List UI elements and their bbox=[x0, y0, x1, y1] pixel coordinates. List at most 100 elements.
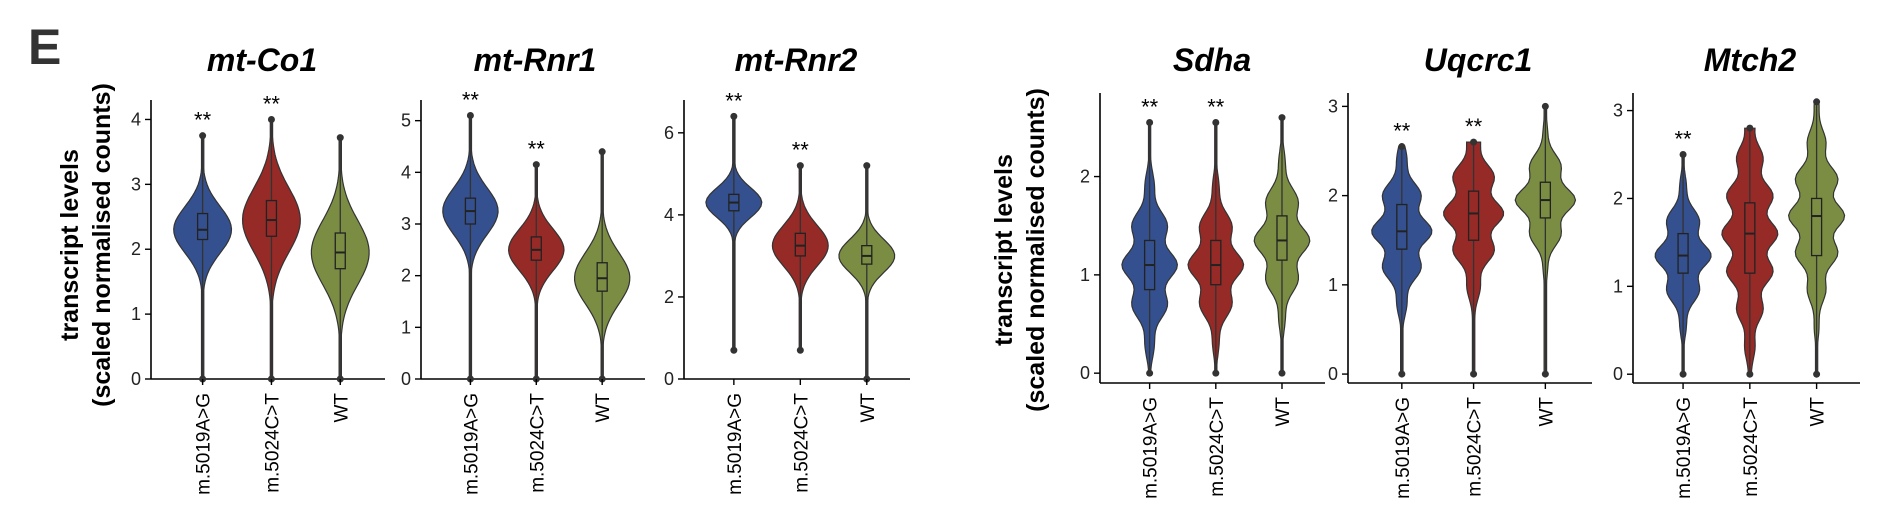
outlier-point bbox=[1212, 118, 1220, 126]
y-tick-label: 1 bbox=[1328, 275, 1338, 295]
outlier-point bbox=[598, 148, 606, 156]
iqr-box bbox=[1467, 190, 1480, 241]
chart-title: Mtch2 bbox=[1704, 42, 1797, 78]
iqr-box bbox=[1677, 232, 1689, 274]
y-tick-label: 1 bbox=[1613, 276, 1623, 296]
outlier-point bbox=[199, 132, 207, 140]
y-tick-label: 3 bbox=[131, 174, 141, 194]
iqr-box bbox=[861, 245, 873, 265]
y-tick-label: 2 bbox=[664, 287, 674, 307]
outlier-point bbox=[1278, 114, 1286, 122]
ylabel-line2-right: (scaled normalised counts) bbox=[1022, 88, 1050, 412]
outlier-point bbox=[336, 134, 344, 142]
outlier-point bbox=[796, 162, 804, 170]
outlier-point bbox=[1679, 370, 1687, 378]
y-tick-label: 0 bbox=[131, 369, 141, 389]
ylabel-line1-right: transcript levels bbox=[990, 154, 1018, 346]
y-tick-label: 1 bbox=[1080, 265, 1090, 285]
x-tick-label: WT bbox=[331, 393, 352, 423]
outlier-point bbox=[267, 115, 275, 123]
iqr-box bbox=[1396, 203, 1408, 250]
x-tick-label: WT bbox=[1536, 397, 1557, 427]
y-tick-label: 2 bbox=[131, 239, 141, 259]
chart-mt-Co1: mt-Co1 0 1 2 3 4 ** m.5019A>G ** m.5024C>T WT bbox=[131, 42, 385, 495]
x-tick-label: m.5019A>G bbox=[461, 393, 482, 495]
chart-title: Uqcrc1 bbox=[1424, 42, 1533, 78]
x-tick-label: WT bbox=[593, 393, 614, 423]
outlier-point bbox=[730, 346, 738, 354]
ylabel-line1: transcript levels bbox=[56, 149, 84, 341]
outlier-point bbox=[863, 162, 871, 170]
chart-title: mt-Rnr2 bbox=[735, 42, 858, 78]
y-tick-label: 1 bbox=[131, 304, 141, 324]
iqr-box bbox=[596, 262, 608, 292]
significance-label: ** bbox=[528, 137, 546, 162]
significance-label: ** bbox=[1393, 119, 1411, 144]
chart-mt-Rnr1: mt-Rnr1 0 1 2 3 4 5 ** m.5019A>G ** m.5024C>T WT bbox=[401, 42, 645, 495]
outlier-point bbox=[1541, 370, 1549, 378]
x-tick-label: m.5019A>G bbox=[1141, 397, 1162, 499]
x-tick-label: m.5024C>T bbox=[791, 393, 812, 493]
significance-label: ** bbox=[792, 138, 810, 163]
ylabel-left: transcript levels (scaled normalised cou… bbox=[56, 83, 116, 407]
x-tick-label: m.5024C>T bbox=[1207, 397, 1228, 497]
outlier-point bbox=[1746, 124, 1754, 132]
x-tick-label: m.5024C>T bbox=[527, 393, 548, 493]
violin-plots: mt-Co1 0 1 2 3 4 ** m.5019A>G ** m.5024C>T WT mt-Rn… bbox=[131, 42, 1860, 499]
outlier-point bbox=[1398, 143, 1406, 151]
y-tick-label: 0 bbox=[1328, 364, 1338, 384]
y-tick-label: 2 bbox=[401, 266, 411, 286]
x-tick-label: WT bbox=[1273, 397, 1294, 427]
outlier-point bbox=[1813, 98, 1821, 106]
y-tick-label: 1 bbox=[401, 317, 411, 337]
ylabel-right: transcript levels (scaled normalised cou… bbox=[990, 88, 1050, 412]
y-tick-label: 4 bbox=[401, 162, 411, 182]
y-tick-label: 0 bbox=[664, 369, 674, 389]
significance-label: ** bbox=[194, 108, 212, 133]
significance-label: ** bbox=[1465, 114, 1483, 139]
outlier-point bbox=[1813, 370, 1821, 378]
outlier-point bbox=[1746, 370, 1754, 378]
outlier-point bbox=[1470, 138, 1478, 146]
y-tick-label: 0 bbox=[1080, 363, 1090, 383]
y-tick-label: 4 bbox=[664, 205, 674, 225]
y-tick-label: 5 bbox=[401, 111, 411, 131]
chart-title: Sdha bbox=[1173, 42, 1251, 78]
y-tick-label: 2 bbox=[1080, 167, 1090, 187]
chart-Sdha: Sdha 0 1 2 ** m.5019A>G ** m.5024C>T WT bbox=[1080, 42, 1325, 499]
significance-label: ** bbox=[1207, 94, 1225, 119]
iqr-box bbox=[530, 236, 542, 261]
x-tick-label: m.5024C>T bbox=[262, 393, 283, 493]
y-tick-label: 0 bbox=[401, 369, 411, 389]
significance-label: ** bbox=[462, 88, 480, 113]
outlier-point bbox=[1278, 369, 1286, 377]
iqr-box bbox=[794, 232, 806, 257]
outlier-point bbox=[1679, 151, 1687, 159]
x-tick-label: WT bbox=[1808, 397, 1829, 427]
iqr-box bbox=[1744, 202, 1756, 274]
outlier-point bbox=[466, 112, 474, 119]
iqr-box bbox=[1810, 197, 1823, 257]
x-tick-label: m.5019A>G bbox=[725, 393, 746, 495]
significance-label: ** bbox=[725, 88, 743, 113]
iqr-box bbox=[265, 199, 278, 237]
chart-Uqcrc1: Uqcrc1 0 1 2 3 ** m.5019A>G ** m.5024C>T WT bbox=[1328, 42, 1592, 499]
iqr-box bbox=[1276, 215, 1288, 261]
y-tick-label: 3 bbox=[1328, 96, 1338, 116]
iqr-box bbox=[334, 232, 346, 270]
x-tick-label: m.5019A>G bbox=[1393, 397, 1414, 499]
outlier-point bbox=[730, 112, 738, 120]
chart-title: mt-Rnr1 bbox=[474, 42, 597, 78]
y-tick-label: 0 bbox=[1613, 364, 1623, 384]
outlier-point bbox=[1398, 370, 1406, 378]
x-tick-label: WT bbox=[858, 393, 879, 423]
y-tick-label: 3 bbox=[1613, 101, 1623, 121]
panel-letter: E bbox=[28, 19, 61, 75]
outlier-point bbox=[1212, 369, 1220, 377]
chart-mt-Rnr2: mt-Rnr2 0 2 4 6 ** m.5019A>G ** m.5024C>T WT bbox=[664, 42, 910, 495]
outlier-point bbox=[1146, 118, 1154, 126]
x-tick-label: m.5019A>G bbox=[194, 393, 215, 495]
y-tick-label: 4 bbox=[131, 109, 141, 129]
chart-title: mt-Co1 bbox=[207, 42, 317, 78]
